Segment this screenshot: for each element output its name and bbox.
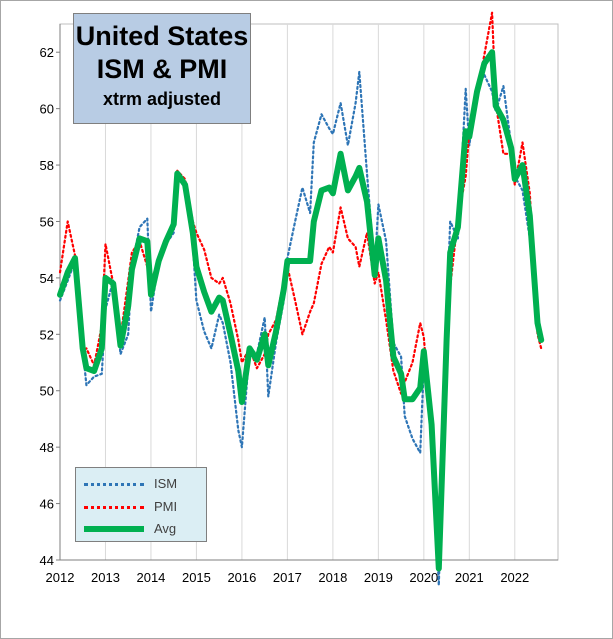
y-tick-label: 56 (40, 214, 54, 229)
x-tick-label: 2013 (91, 570, 120, 585)
x-tick-label: 2014 (136, 570, 165, 585)
legend-item-ism: ISM (84, 474, 204, 494)
y-tick-label: 52 (40, 327, 54, 342)
y-tick-label: 48 (40, 440, 54, 455)
series-line-avg (57, 49, 545, 572)
chart-legend: ISM PMI Avg (75, 467, 207, 542)
legend-label-ism: ISM (154, 476, 178, 491)
y-tick-label: 60 (40, 102, 54, 117)
x-tick-label: 2020 (409, 570, 438, 585)
x-tick-label: 2018 (318, 570, 347, 585)
legend-label-avg: Avg (154, 521, 177, 536)
y-tick-label: 58 (40, 158, 54, 173)
legend-item-pmi: PMI (84, 497, 204, 517)
legend-swatch-pmi (84, 506, 144, 509)
y-tick-label: 46 (40, 497, 54, 512)
y-tick-label: 44 (40, 553, 54, 568)
chart-title-box: United States ISM & PMI xtrm adjusted (73, 13, 251, 124)
y-tick-label: 50 (40, 384, 54, 399)
x-tick-label: 2017 (273, 570, 302, 585)
x-tick-label: 2022 (500, 570, 529, 585)
x-tick-label: 2019 (364, 570, 393, 585)
chart-subtitle: xtrm adjusted (102, 89, 222, 109)
y-tick-label: 54 (40, 271, 54, 286)
chart-title-line2: ISM & PMI (96, 54, 228, 84)
series-layer (57, 11, 545, 587)
legend-label-pmi: PMI (154, 499, 178, 514)
axis-layer: 2012 2013 2014 2015 2016 2017 2018 2019 2020 2021… (40, 24, 558, 585)
x-tick-label: 2015 (182, 570, 211, 585)
x-tick-label: 2021 (455, 570, 484, 585)
legend-swatch-ism (84, 483, 144, 486)
legend-item-avg: Avg (84, 519, 204, 539)
x-tick-label: 2016 (227, 570, 256, 585)
chart-title-line1: United States (75, 21, 249, 51)
legend-swatch-avg (84, 526, 144, 532)
x-tick-label: 2012 (46, 570, 75, 585)
y-tick-label: 62 (40, 45, 54, 60)
